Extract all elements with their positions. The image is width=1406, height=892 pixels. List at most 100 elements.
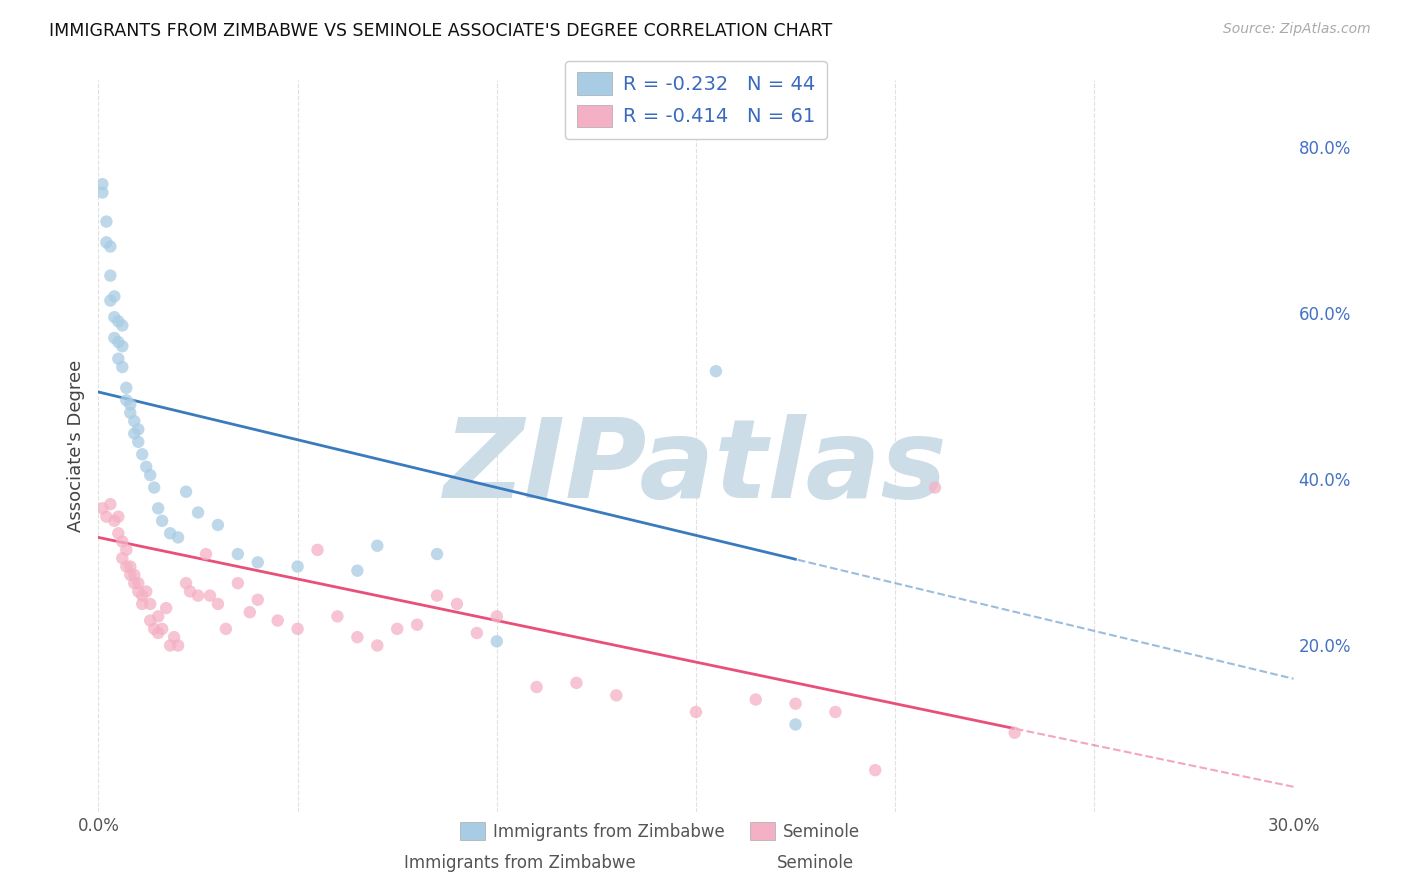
Point [143,481,166,495]
Point [139,614,162,628]
Point [174,576,197,591]
Point [426,589,449,603]
Point [207,518,229,533]
Point [98,268,122,283]
Point [167,530,190,544]
Text: Source: ZipAtlas.com: Source: ZipAtlas.com [1223,22,1371,37]
Point [346,564,368,578]
Point [150,514,173,528]
Point [226,547,249,561]
Point [120,559,142,574]
Point [526,680,548,694]
Point [131,447,153,461]
Point [111,551,134,566]
Point [107,314,129,328]
Point [366,539,388,553]
Legend: Immigrants from Zimbabwe, Seminole: Immigrants from Zimbabwe, Seminole [453,816,868,847]
Point [98,497,122,511]
Point [115,559,138,574]
Point [120,406,142,420]
Point [103,310,125,325]
Point [107,526,129,541]
Point [605,689,627,703]
Point [148,501,170,516]
Point [198,589,221,603]
Point [195,547,218,561]
Point [167,639,190,653]
Point [148,609,170,624]
Point [103,289,125,303]
Point [207,597,229,611]
Point [91,186,114,200]
Point [98,293,122,308]
Point [187,506,209,520]
Point [385,622,409,636]
Point [366,639,388,653]
Point [924,481,946,495]
Point [148,626,170,640]
Text: Seminole: Seminole [778,855,853,872]
Point [187,589,209,603]
Point [107,351,129,366]
Text: IMMIGRANTS FROM ZIMBABWE VS SEMINOLE ASSOCIATE'S DEGREE CORRELATION CHART: IMMIGRANTS FROM ZIMBABWE VS SEMINOLE ASS… [49,22,832,40]
Point [111,359,134,374]
Point [91,501,114,516]
Point [91,177,114,191]
Point [785,697,807,711]
Point [865,763,887,777]
Point [246,555,269,569]
Point [96,235,118,250]
Point [111,318,134,333]
Point [107,509,129,524]
Point [485,609,508,624]
Point [103,331,125,345]
Point [127,584,149,599]
Point [135,459,157,474]
Point [139,468,162,483]
Point [127,422,149,436]
Point [406,617,429,632]
Y-axis label: Associate's Degree: Associate's Degree [66,359,84,533]
Point [127,576,149,591]
Point [704,364,727,378]
Point [685,705,707,719]
Point [174,484,197,499]
Point [143,622,166,636]
Point [98,239,122,253]
Point [824,705,846,719]
Point [96,509,118,524]
Point [346,630,368,644]
Point [131,589,153,603]
Point [159,526,181,541]
Point [565,676,588,690]
Point [155,601,177,615]
Point [120,397,142,411]
Point [426,547,449,561]
Point [124,414,146,428]
Point [111,339,134,353]
Text: ZIPatlas: ZIPatlas [444,415,948,522]
Point [465,626,488,640]
Point [115,542,138,557]
Point [239,605,262,619]
Text: Immigrants from Zimbabwe: Immigrants from Zimbabwe [405,855,636,872]
Point [179,584,201,599]
Point [215,622,238,636]
Point [131,597,153,611]
Point [150,622,173,636]
Point [103,514,125,528]
Point [326,609,349,624]
Point [127,434,149,449]
Point [287,559,309,574]
Point [307,542,329,557]
Point [115,381,138,395]
Point [163,630,186,644]
Point [745,692,768,706]
Point [246,592,269,607]
Point [267,614,290,628]
Point [139,597,162,611]
Point [287,622,309,636]
Point [226,576,249,591]
Point [135,584,157,599]
Point [124,576,146,591]
